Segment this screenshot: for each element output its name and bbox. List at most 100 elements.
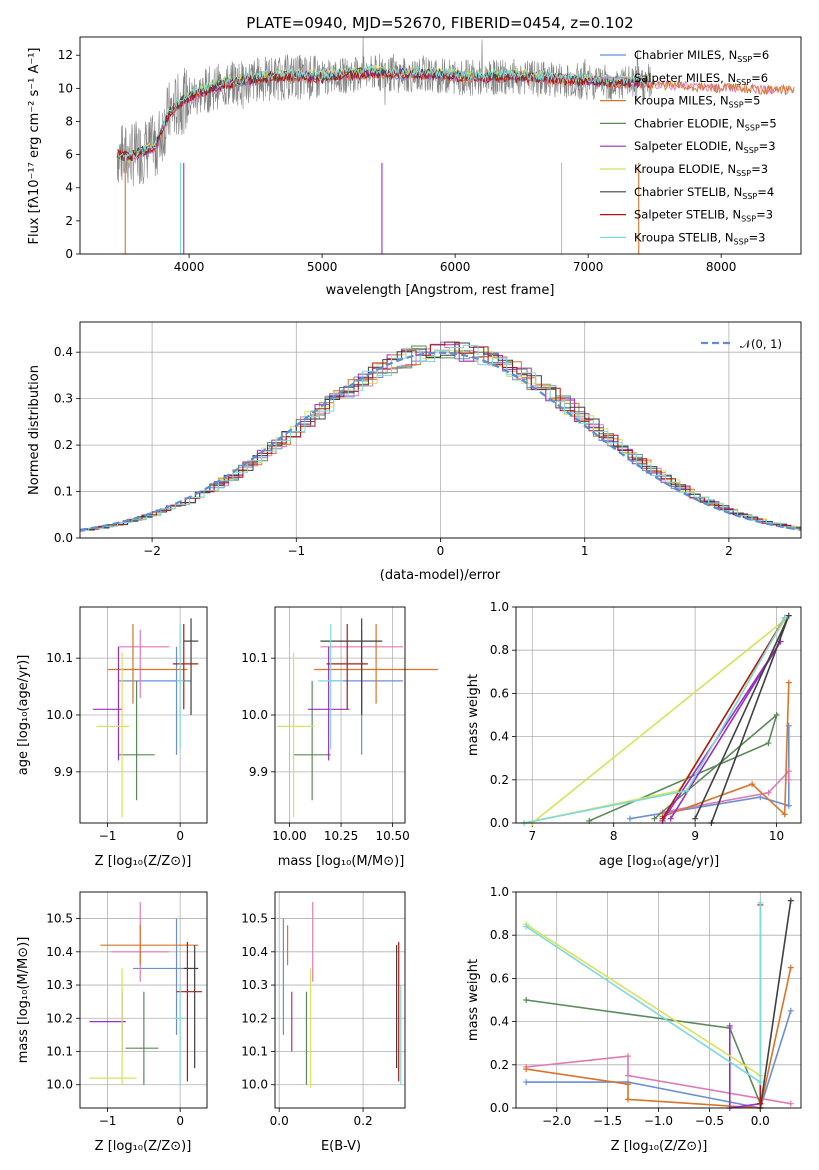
weight-marker-1-1 [765, 789, 772, 796]
weight-marker-2-0 [523, 1066, 530, 1073]
mass-z-xlabel: Z [log₁₀(Z/Z⊙)] [95, 1139, 192, 1154]
x-tick-label: −1 [287, 544, 305, 558]
spectrum-xlabel: wavelength [Angstrom, rest frame] [326, 283, 555, 298]
weight-marker-4-0 [667, 815, 674, 822]
legend-label-1: Salpeter MILES, NSSP=6 [634, 71, 768, 87]
y-tick-label: 0.0 [54, 531, 73, 545]
x-tick-label: 10.50 [375, 829, 409, 843]
x-tick-label: −1.5 [593, 1114, 622, 1128]
weight-z-xlabel: Z [log₁₀(Z/Z⊙)] [611, 1139, 708, 1154]
age-ylabel: age [log₁₀(age/yr)] [16, 655, 31, 776]
x-tick-label: 10.25 [324, 829, 358, 843]
y-tick-label: 10 [58, 81, 73, 95]
y-tick-label: 10.1 [46, 1045, 73, 1059]
weight-marker-2-3 [785, 679, 792, 686]
y-tick-label: 10.1 [241, 1045, 268, 1059]
y-tick-label: 0.4 [490, 1015, 509, 1029]
legend-label-0: Chabrier MILES, NSSP=6 [634, 48, 769, 64]
x-tick-label: −1 [99, 829, 117, 843]
weight-marker-3-3 [651, 815, 658, 822]
x-tick-label: 10.00 [272, 829, 306, 843]
axes-frame [274, 606, 406, 824]
x-tick-label: 9 [691, 829, 699, 843]
y-tick-label: 10.0 [241, 708, 268, 722]
age-mass-xlabel: mass [log₁₀(M/M⊙)] [278, 854, 405, 869]
y-tick-label: 6 [65, 148, 73, 162]
spectrum-panel: 4000 5000 6000 7000 8000 0 2 4 6 8 10 12 Chabrier MI… [58, 36, 802, 274]
weight-z-ylabel: mass weight [466, 959, 481, 1041]
y-tick-label: 10.5 [241, 912, 268, 926]
model-line-8 [116, 64, 650, 158]
axes-frame [274, 891, 406, 1109]
weight-marker-3-1 [765, 740, 772, 747]
weight-marker-2-2 [781, 811, 788, 818]
x-tick-label: −1 [99, 1114, 117, 1128]
y-tick-label: 0.3 [54, 392, 73, 406]
weight-marker-7-0 [659, 815, 666, 822]
weight-marker-2-1 [749, 781, 756, 788]
legend-label-4: Salpeter ELODIE, NSSP=3 [634, 139, 776, 155]
y-tick-label: 0.4 [54, 345, 73, 359]
weight-marker-2-4 [787, 964, 794, 971]
weight-line-3 [526, 999, 762, 1104]
y-tick-label: 0.2 [490, 773, 509, 787]
weight-marker-2-1 [624, 1081, 631, 1088]
y-tick-label: 0.6 [490, 971, 509, 985]
weight-marker-6-2 [692, 815, 699, 822]
y-tick-label: 0 [65, 247, 73, 261]
weight-marker-2-2 [624, 1096, 631, 1103]
mass-vs-ebv-panel: 0.0 0.2 10.0 10.1 10.2 10.3 10.4 10.5 [241, 891, 406, 1128]
x-tick-label: 0.0 [270, 1114, 289, 1128]
legend-label-5: Kroupa ELODIE, NSSP=3 [634, 162, 768, 178]
x-tick-label: 0 [176, 829, 184, 843]
age-vs-mass-panel: 10.00 10.25 10.50 9.9 10.0 10.1 [241, 606, 439, 843]
x-tick-label: 10 [769, 829, 784, 843]
y-tick-label: 0.2 [490, 1058, 509, 1072]
spectrum-ylabel: Flux [fλ10⁻¹⁷ erg cm⁻² s⁻¹ A⁻¹] [27, 48, 42, 245]
legend-label-normal: 𝒩(0, 1) [740, 337, 782, 351]
residual-plot-area [80, 341, 801, 533]
weight-marker-0-0 [627, 815, 633, 822]
weight-marker-8-1 [757, 1079, 764, 1086]
x-tick-label: 0.0 [751, 1114, 770, 1128]
weight-marker-8-2 [781, 614, 788, 621]
x-tick-label: 6000 [440, 260, 471, 274]
legend-label-8: Kroupa STELIB, NSSP=3 [634, 230, 765, 246]
y-tick-label: 10.0 [46, 1078, 73, 1092]
weight-line-1 [662, 769, 790, 813]
x-tick-label: 1 [581, 544, 589, 558]
x-tick-label: 8000 [706, 260, 737, 274]
y-tick-label: 10.2 [241, 1011, 268, 1025]
legend-label-3: Chabrier ELODIE, NSSP=5 [634, 116, 777, 132]
weight-marker-8-1 [684, 787, 690, 794]
x-tick-label: −2 [143, 544, 161, 558]
observed-spectrum-line [116, 37, 653, 187]
normal-curve-line [80, 351, 801, 531]
weight-marker-6-1 [787, 897, 794, 904]
x-tick-label: 0 [176, 1114, 184, 1128]
axes-frame [79, 36, 802, 255]
y-tick-label: 0.2 [54, 438, 73, 452]
y-tick-label: 10.0 [46, 708, 73, 722]
weight-marker-0-3 [787, 1007, 794, 1014]
y-tick-label: 0.0 [490, 1101, 509, 1115]
weight-marker-8-0 [523, 923, 530, 930]
y-tick-label: 10.3 [46, 978, 73, 992]
figure-title: PLATE=0940, MJD=52670, FIBERID=0454, z=0… [246, 14, 633, 32]
axes-frame [79, 321, 802, 539]
axes-frame [515, 891, 802, 1109]
weight-marker-6-1 [785, 612, 792, 619]
x-tick-label: 0 [437, 544, 445, 558]
axes-frame [79, 891, 208, 1109]
x-tick-label: 0.2 [354, 1114, 373, 1128]
weight-line-3 [588, 712, 779, 822]
y-tick-label: 10.3 [241, 978, 268, 992]
x-tick-label: 7 [528, 829, 536, 843]
y-tick-label: 1.0 [490, 600, 509, 614]
weight-marker-0-2 [785, 802, 792, 809]
age-z-xlabel: Z [log₁₀(Z/Z⊙)] [95, 854, 192, 869]
x-tick-label: 8 [610, 829, 618, 843]
y-tick-label: 10.1 [241, 651, 268, 665]
y-tick-label: 1.0 [490, 885, 509, 899]
